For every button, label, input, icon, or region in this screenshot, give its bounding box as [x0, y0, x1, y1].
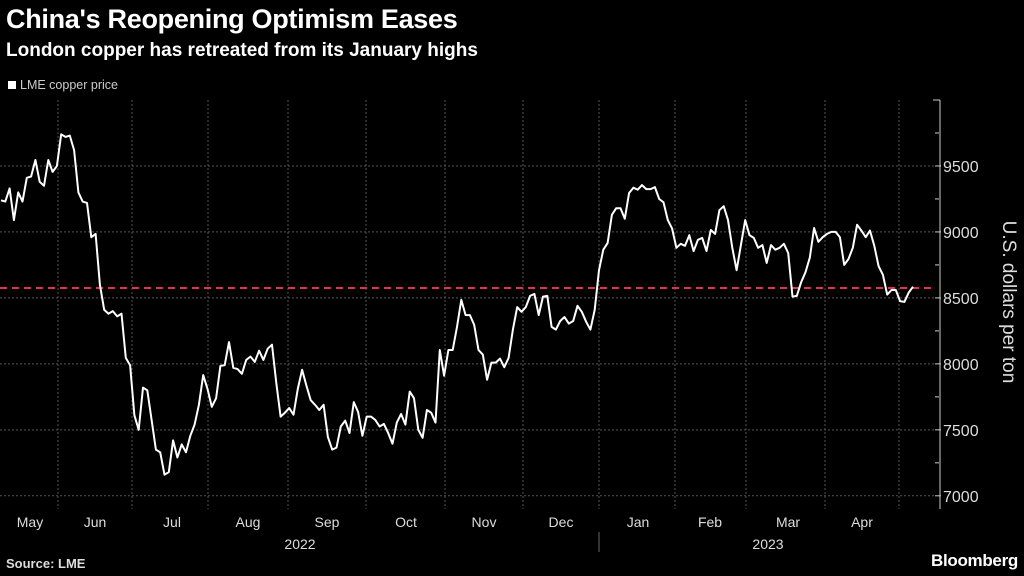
x-tick-label: Sep: [315, 514, 340, 530]
x-tick-label: May: [17, 514, 43, 530]
chart-title: China's Reopening Optimism Eases: [6, 4, 458, 34]
x-tick-label: Jul: [163, 514, 181, 530]
y-tick-label: 7500: [943, 423, 979, 440]
x-tick-label: Nov: [472, 514, 497, 530]
y-tick-label: 9000: [943, 225, 979, 242]
x-tick-label: Apr: [851, 514, 873, 530]
x-tick-label: Oct: [395, 514, 417, 530]
source-note: Source: LME: [6, 556, 86, 571]
x-tick-label: Feb: [698, 514, 722, 530]
y-tick-label: 7000: [943, 489, 979, 506]
y-tick-label: 9500: [943, 159, 979, 176]
x-tick-label: Jun: [84, 514, 107, 530]
legend-swatch: [8, 81, 16, 89]
x-year-label: 2022: [284, 536, 315, 552]
x-year-label: 2023: [752, 536, 783, 552]
legend: LME copper price: [8, 78, 118, 92]
x-tick-label: Aug: [236, 514, 261, 530]
legend-label: LME copper price: [20, 78, 118, 92]
y-tick-label: 8000: [943, 357, 979, 374]
copper-price-line: [0, 133, 914, 476]
chart-subtitle: London copper has retreated from its Jan…: [6, 40, 478, 61]
y-axis-label: U.S. dollars per ton: [998, 220, 1019, 384]
y-tick-label: 8500: [943, 291, 979, 308]
x-tick-label: Mar: [776, 514, 800, 530]
x-tick-label: Dec: [549, 514, 574, 530]
bloomberg-logo: Bloomberg: [930, 551, 1018, 570]
x-tick-label: Jan: [627, 514, 650, 530]
